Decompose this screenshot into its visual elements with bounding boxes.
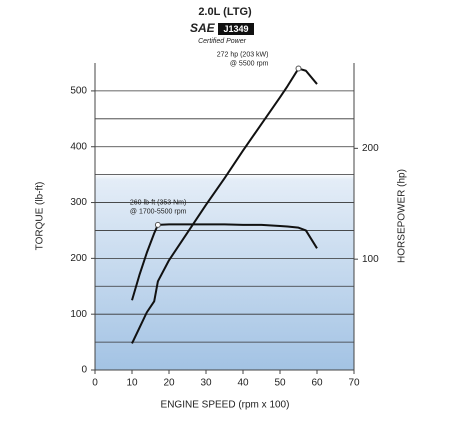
- y2-axis-label: HORSEPOWER (hp): [397, 169, 408, 263]
- logo-text: J1349: [223, 24, 248, 34]
- annotation-marker: [295, 65, 302, 72]
- annotation-text: @ 5500 rpm: [230, 60, 269, 67]
- line-series: [131, 223, 318, 301]
- annotation-text: 260 lb-ft (353 Nm): [130, 200, 186, 207]
- x-tick-label: 0: [92, 378, 98, 389]
- y2-tick-label: 100: [362, 254, 379, 265]
- y2-tick-label: 200: [362, 143, 379, 154]
- chart-title: 2.0L (LTG): [198, 6, 252, 18]
- y-tick-label: 100: [70, 309, 87, 320]
- x-tick-label: 20: [163, 378, 175, 389]
- y-tick-label: 200: [70, 253, 87, 264]
- logo-box: [218, 23, 254, 35]
- y-tick-label: 300: [70, 197, 87, 208]
- y-tick-label: 500: [70, 86, 87, 97]
- x-tick-label: 40: [237, 378, 249, 389]
- x-tick-label: 10: [126, 378, 138, 389]
- x-tick-label: 50: [274, 378, 286, 389]
- x-tick-label: 70: [348, 378, 360, 389]
- annotation-text: 272 hp (203 kW): [217, 51, 269, 58]
- line-series: [131, 67, 318, 344]
- logo: SAE J1349 Certified Power: [190, 21, 254, 45]
- annotation-marker: [154, 221, 161, 228]
- y-tick-label: 400: [70, 141, 87, 152]
- x-tick-label: 60: [311, 378, 323, 389]
- y-axis-label: TORQUE (lb-ft): [35, 182, 46, 251]
- x-tick-label: 30: [200, 378, 212, 389]
- y-tick-label: 0: [81, 365, 87, 376]
- plot-background: [95, 63, 354, 370]
- annotation-text: @ 1700-5500 rpm: [130, 209, 187, 216]
- x-axis-label: ENGINE SPEED (rpm x 100): [161, 400, 290, 411]
- logo-text: Certified Power: [198, 38, 247, 45]
- logo-text: SAE: [190, 21, 216, 35]
